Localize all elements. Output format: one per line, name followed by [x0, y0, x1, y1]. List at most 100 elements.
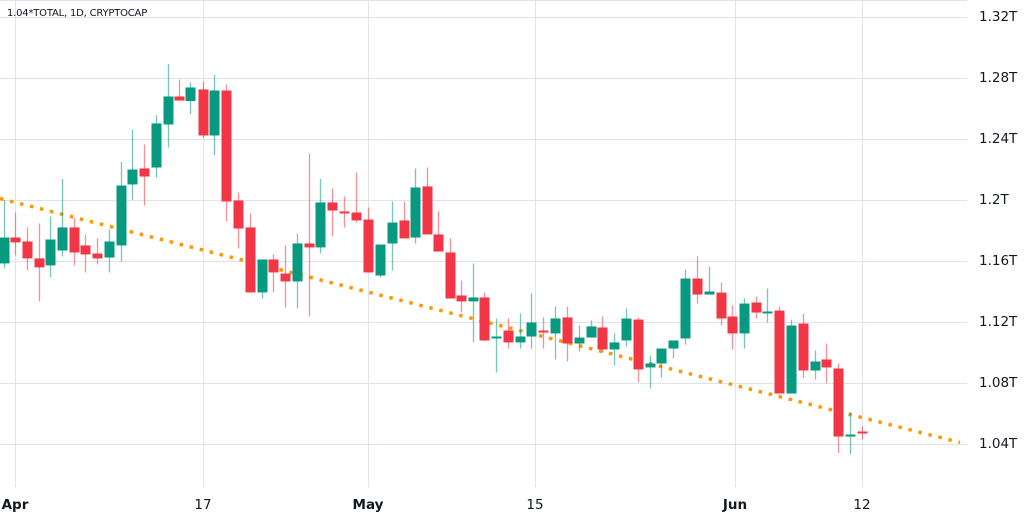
candle-down[interactable] — [80, 234, 91, 273]
candle-up[interactable] — [515, 313, 526, 349]
candle-down[interactable] — [327, 188, 338, 237]
candle-up[interactable] — [810, 350, 821, 380]
candle-down[interactable] — [833, 363, 844, 453]
candle-up[interactable] — [645, 355, 656, 389]
candle-body — [315, 202, 326, 248]
candle-down[interactable] — [22, 227, 33, 271]
candle-up[interactable] — [586, 320, 597, 338]
candle-up[interactable] — [621, 308, 632, 347]
candle-down[interactable] — [633, 317, 644, 383]
candle-body — [69, 227, 80, 253]
candle-up[interactable] — [410, 168, 421, 244]
candle-up[interactable] — [209, 74, 220, 156]
candle-body — [221, 90, 232, 202]
candle-down[interactable] — [479, 292, 490, 342]
x-tick-label: 12 — [853, 497, 871, 513]
candle-down[interactable] — [339, 196, 350, 228]
candle-down[interactable] — [280, 245, 291, 308]
candle-body — [268, 259, 279, 273]
candle-down[interactable] — [399, 201, 410, 239]
candle-up[interactable] — [680, 269, 691, 345]
candle-down[interactable] — [10, 212, 21, 256]
candle-up[interactable] — [845, 411, 856, 455]
candle-body — [339, 211, 350, 214]
candle-down[interactable] — [456, 280, 467, 313]
candle-down[interactable] — [34, 223, 45, 302]
candle-up[interactable] — [0, 200, 10, 269]
candle-body — [185, 87, 196, 102]
candle-body — [751, 302, 762, 313]
candle-up[interactable] — [739, 298, 750, 349]
candle-body — [10, 237, 21, 243]
candle-down[interactable] — [69, 217, 80, 266]
candle-down[interactable] — [221, 84, 232, 222]
candle-down[interactable] — [304, 153, 315, 317]
candle-up[interactable] — [704, 266, 715, 295]
candle-up[interactable] — [550, 306, 561, 360]
candle-down[interactable] — [857, 426, 868, 440]
candle-up[interactable] — [116, 162, 127, 262]
candle-body — [798, 323, 809, 371]
candle-up[interactable] — [762, 288, 773, 323]
candle-up[interactable] — [163, 63, 174, 148]
candle-up[interactable] — [57, 178, 68, 257]
x-tick-label: 15 — [526, 497, 544, 513]
candle-up[interactable] — [151, 115, 162, 178]
candle-body — [116, 185, 127, 246]
x-tick-label: May — [352, 497, 384, 513]
candle-up[interactable] — [127, 129, 138, 200]
candle-down[interactable] — [445, 238, 456, 299]
candle-down[interactable] — [692, 256, 703, 304]
candle-up[interactable] — [45, 216, 56, 278]
candle-body — [163, 96, 174, 125]
candle-body — [433, 234, 444, 252]
candle-up[interactable] — [315, 178, 326, 254]
candle-down[interactable] — [351, 172, 362, 223]
candle-down[interactable] — [562, 306, 573, 362]
candle-up[interactable] — [387, 201, 398, 271]
candle-down[interactable] — [174, 79, 185, 101]
candle-down[interactable] — [233, 192, 244, 249]
candle-body — [491, 336, 502, 339]
candle-down[interactable] — [727, 305, 738, 350]
candle-down[interactable] — [503, 318, 514, 349]
candle-up[interactable] — [491, 318, 502, 373]
candle-down[interactable] — [422, 167, 433, 235]
candle-up[interactable] — [468, 263, 479, 343]
candle-up[interactable] — [292, 233, 303, 309]
candle-down[interactable] — [92, 238, 103, 265]
candle-down[interactable] — [798, 313, 809, 378]
candle-body — [857, 431, 868, 434]
candle-up[interactable] — [526, 293, 537, 349]
candle-body — [562, 317, 573, 344]
candle-down[interactable] — [198, 81, 209, 138]
candle-down[interactable] — [597, 316, 608, 353]
candle-down[interactable] — [716, 282, 727, 326]
candle-up[interactable] — [185, 82, 196, 114]
candle-down[interactable] — [245, 213, 256, 293]
candle-body — [692, 278, 703, 295]
candle-down[interactable] — [774, 306, 785, 394]
candle-body — [468, 297, 479, 302]
candle-up[interactable] — [609, 333, 620, 366]
candle-up[interactable] — [656, 348, 667, 378]
candle-body — [399, 220, 410, 239]
candle-up[interactable] — [668, 340, 679, 359]
candle-body — [245, 227, 256, 293]
candle-down[interactable] — [751, 296, 762, 319]
candle-up[interactable] — [375, 244, 386, 278]
candle-down[interactable] — [821, 343, 832, 384]
candle-down[interactable] — [433, 211, 444, 252]
candle-body — [257, 259, 268, 293]
candle-up[interactable] — [257, 259, 268, 299]
candle-down[interactable] — [139, 144, 150, 206]
candle-up[interactable] — [574, 325, 585, 352]
candle-down[interactable] — [268, 254, 279, 293]
candle-down[interactable] — [538, 317, 549, 349]
candle-up[interactable] — [104, 229, 115, 273]
candle-body — [550, 318, 561, 334]
candle-body — [422, 186, 433, 235]
candle-up[interactable] — [786, 319, 797, 394]
candle-down[interactable] — [363, 207, 374, 273]
